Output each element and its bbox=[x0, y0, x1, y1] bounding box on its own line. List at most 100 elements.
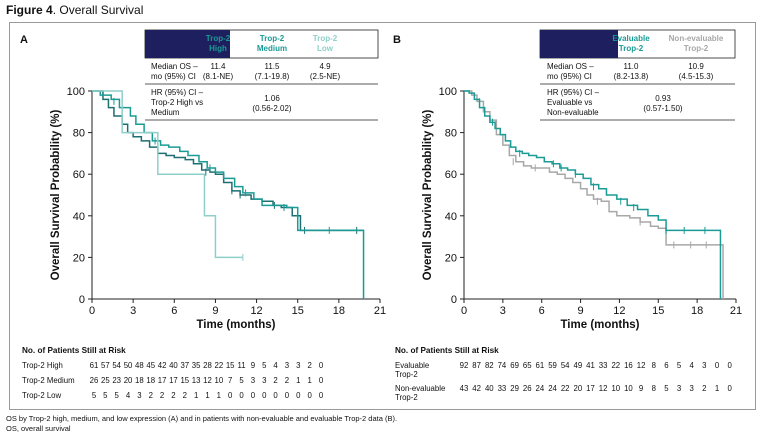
at-risk-count: 2 bbox=[183, 391, 187, 400]
at-risk-count: 1 bbox=[296, 376, 300, 385]
median-os-label: mo (95%) CI bbox=[547, 72, 592, 81]
at-risk-count: 3 bbox=[677, 384, 681, 393]
at-risk-row-label: Evaluable bbox=[395, 361, 429, 370]
at-risk-count: 33 bbox=[498, 384, 507, 393]
x-tick-label: 0 bbox=[461, 305, 467, 317]
at-risk-count: 0 bbox=[319, 391, 324, 400]
at-risk-count: 2 bbox=[171, 391, 175, 400]
at-risk-count: 25 bbox=[101, 376, 110, 385]
y-tick-label: 40 bbox=[73, 211, 85, 223]
at-risk-count: 92 bbox=[460, 361, 469, 370]
x-tick-label: 6 bbox=[539, 305, 545, 317]
at-risk-count: 42 bbox=[158, 361, 167, 370]
stats-table-navy-cell bbox=[145, 30, 230, 58]
panel-label: B bbox=[393, 34, 401, 46]
at-risk-count: 33 bbox=[599, 361, 608, 370]
at-risk-count: 20 bbox=[574, 384, 583, 393]
at-risk-count: 24 bbox=[536, 384, 545, 393]
at-risk-count: 42 bbox=[472, 384, 481, 393]
hr-value: 1.06 bbox=[264, 94, 280, 103]
at-risk-count: 0 bbox=[319, 361, 324, 370]
at-risk-count: 5 bbox=[677, 361, 682, 370]
median-os-value: (8.1-NE) bbox=[203, 72, 234, 81]
at-risk-count: 8 bbox=[652, 384, 656, 393]
at-risk-count: 0 bbox=[262, 391, 267, 400]
km-curve-evaluable-trop-2 bbox=[464, 90, 722, 299]
median-os-value: (7.1-19.8) bbox=[255, 72, 290, 81]
at-risk-count: 54 bbox=[561, 361, 570, 370]
at-risk-row-label: Trop-2 Low bbox=[22, 391, 62, 400]
at-risk-count: 1 bbox=[307, 376, 311, 385]
at-risk-count: 22 bbox=[215, 361, 224, 370]
median-os-label: mo (95%) CI bbox=[151, 72, 196, 81]
x-tick-label: 12 bbox=[250, 305, 262, 317]
hr-label: Trop-2 High vs bbox=[151, 98, 203, 107]
x-tick-label: 6 bbox=[171, 305, 177, 317]
x-tick-label: 9 bbox=[212, 305, 218, 317]
y-tick-label: 0 bbox=[79, 294, 85, 306]
at-risk-count: 17 bbox=[586, 384, 595, 393]
y-tick-label: 60 bbox=[445, 169, 457, 181]
at-risk-row-label: Trop-2 High bbox=[22, 361, 63, 370]
at-risk-count: 2 bbox=[149, 391, 153, 400]
x-tick-label: 12 bbox=[613, 305, 625, 317]
panel-label: A bbox=[20, 34, 28, 46]
at-risk-count: 4 bbox=[690, 361, 695, 370]
at-risk-count: 50 bbox=[124, 361, 133, 370]
y-tick-label: 80 bbox=[445, 128, 457, 140]
x-tick-label: 3 bbox=[130, 305, 136, 317]
at-risk-count: 10 bbox=[611, 384, 620, 393]
figure-frame: A 0 20 40 60 80 100 0 3 6 9 12 15 18 21 Time (months) Ov… bbox=[9, 22, 756, 410]
y-tick-label: 40 bbox=[445, 211, 457, 223]
figure-number: Figure 4 bbox=[6, 3, 53, 17]
at-risk-count: 8 bbox=[652, 361, 656, 370]
figure-title-text: . Overall Survival bbox=[52, 3, 144, 17]
hr-value: (0.56-2.02) bbox=[252, 104, 291, 113]
stats-column-header: Non-evaluable Trop-2 bbox=[669, 34, 724, 53]
at-risk-count: 28 bbox=[203, 361, 212, 370]
at-risk-count: 3 bbox=[262, 376, 266, 385]
km-curve-trop-2-high bbox=[92, 90, 365, 299]
at-risk-count: 9 bbox=[639, 384, 643, 393]
at-risk-count: 41 bbox=[586, 361, 595, 370]
y-tick-label: 20 bbox=[73, 252, 85, 264]
median-os-value: 11.4 bbox=[211, 62, 227, 71]
stats-column-header: Evaluable Trop-2 bbox=[612, 34, 650, 53]
x-tick-label: 3 bbox=[500, 305, 506, 317]
median-os-value: 11.0 bbox=[624, 62, 640, 71]
at-risk-count: 20 bbox=[124, 376, 133, 385]
at-risk-count: 5 bbox=[115, 391, 120, 400]
figure-title: Figure 4. Overall Survival bbox=[6, 3, 143, 17]
at-risk-count: 7 bbox=[228, 376, 232, 385]
at-risk-count: 5 bbox=[239, 376, 244, 385]
at-risk-count: 22 bbox=[611, 361, 620, 370]
at-risk-count: 82 bbox=[485, 361, 494, 370]
at-risk-count: 12 bbox=[637, 361, 646, 370]
at-risk-count: 18 bbox=[146, 376, 155, 385]
median-os-value: 10.9 bbox=[688, 62, 704, 71]
at-risk-count: 37 bbox=[180, 361, 189, 370]
stats-column-header: Trop-2 Medium bbox=[257, 34, 287, 53]
hr-label: Medium bbox=[151, 108, 180, 117]
at-risk-count: 26 bbox=[523, 384, 532, 393]
at-risk-count: 45 bbox=[146, 361, 155, 370]
at-risk-count: 0 bbox=[273, 391, 278, 400]
x-tick-label: 21 bbox=[730, 305, 742, 317]
at-risk-count: 15 bbox=[226, 361, 235, 370]
at-risk-row-label: Non-evaluable bbox=[395, 384, 445, 393]
at-risk-count: 35 bbox=[192, 361, 201, 370]
at-risk-count: 54 bbox=[112, 361, 121, 370]
x-tick-label: 21 bbox=[374, 305, 386, 317]
at-risk-count: 9 bbox=[251, 361, 255, 370]
at-risk-count: 69 bbox=[510, 361, 519, 370]
hr-label: Evaluable vs bbox=[547, 98, 592, 107]
at-risk-title: No. of Patients Still at Risk bbox=[22, 346, 126, 355]
at-risk-count: 59 bbox=[548, 361, 557, 370]
at-risk-count: 1 bbox=[715, 384, 719, 393]
at-risk-count: 74 bbox=[498, 361, 507, 370]
at-risk-count: 22 bbox=[561, 384, 570, 393]
at-risk-count: 5 bbox=[92, 391, 97, 400]
at-risk-count: 13 bbox=[192, 376, 201, 385]
